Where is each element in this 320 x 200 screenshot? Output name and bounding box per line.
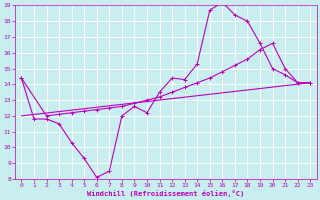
X-axis label: Windchill (Refroidissement éolien,°C): Windchill (Refroidissement éolien,°C) bbox=[87, 190, 244, 197]
